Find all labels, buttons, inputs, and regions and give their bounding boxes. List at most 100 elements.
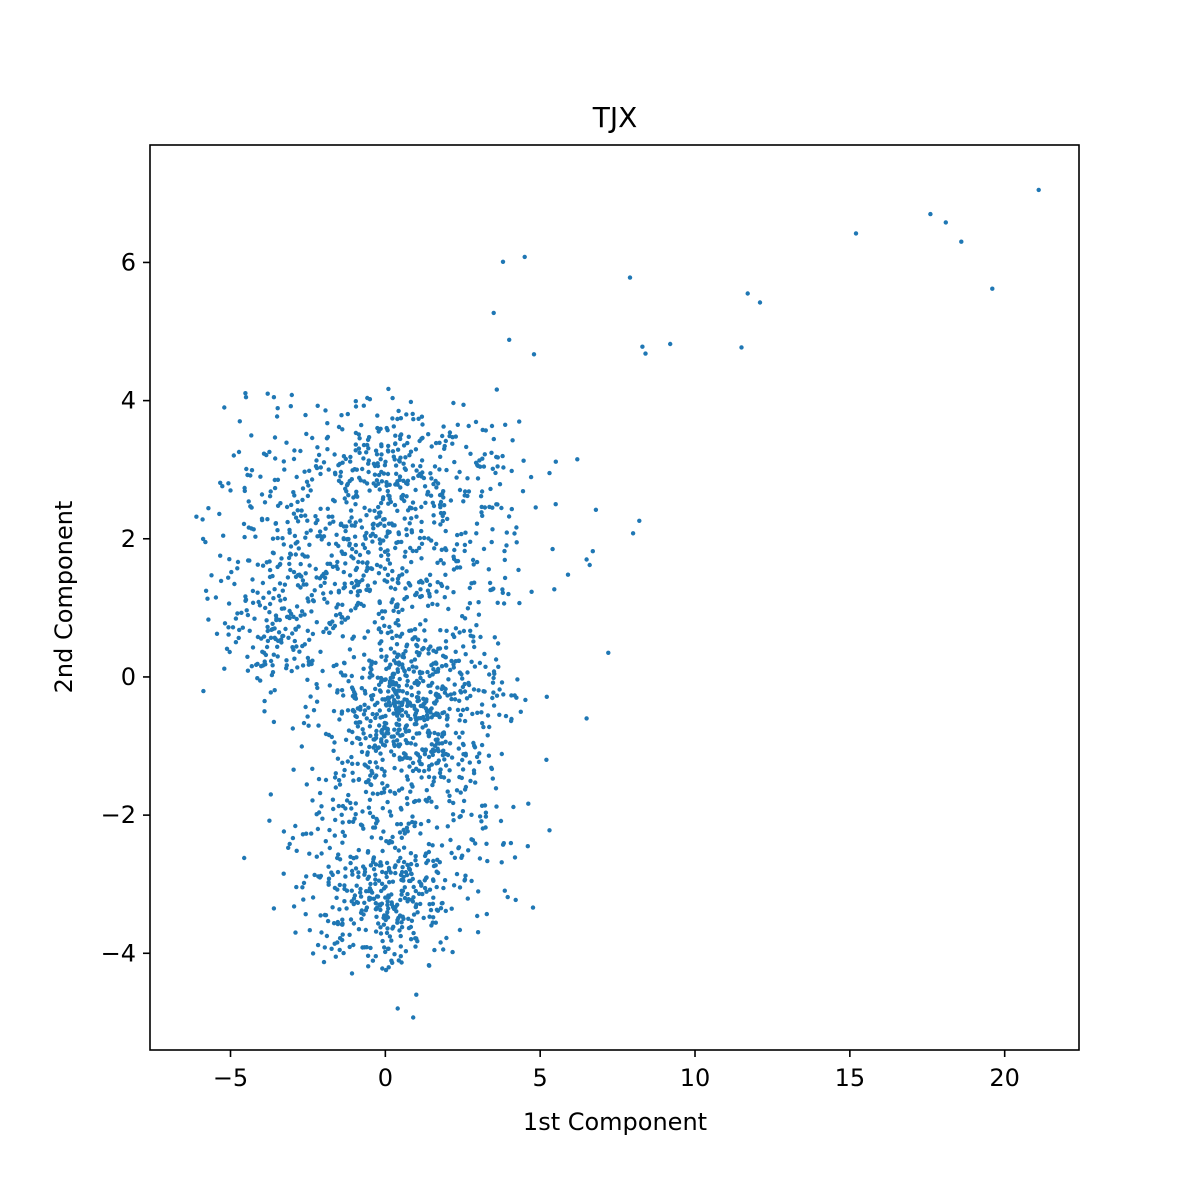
scatter-point	[358, 886, 363, 892]
scatter-point	[437, 770, 443, 776]
scatter-point	[438, 505, 443, 510]
scatter-point	[354, 489, 359, 494]
scatter-point	[242, 855, 247, 861]
scatter-point	[404, 740, 410, 746]
scatter-point	[248, 504, 253, 509]
scatter-point	[445, 824, 450, 829]
scatter-point	[375, 700, 380, 705]
scatter-point	[340, 427, 345, 432]
scatter-point	[354, 714, 359, 720]
scatter-point	[382, 549, 388, 554]
scatter-point	[281, 606, 287, 611]
scatter-point	[393, 586, 398, 592]
scatter-point	[363, 691, 368, 696]
scatter-point	[299, 744, 304, 749]
scatter-point	[362, 872, 367, 877]
scatter-point	[335, 559, 340, 565]
scatter-point	[248, 473, 253, 478]
scatter-point	[413, 715, 418, 720]
scatter-point	[418, 587, 423, 592]
scatter-point	[489, 766, 495, 772]
scatter-point	[360, 466, 365, 472]
scatter-point	[484, 841, 489, 846]
scatter-point	[364, 716, 369, 721]
scatter-point	[343, 737, 349, 742]
scatter-point	[465, 896, 470, 901]
scatter-point	[379, 654, 384, 659]
scatter-point	[368, 665, 373, 670]
scatter-point	[452, 547, 457, 553]
scatter-point	[414, 665, 419, 670]
scatter-point	[361, 442, 367, 448]
scatter-point	[382, 945, 387, 950]
scatter-point	[338, 522, 343, 528]
scatter-point	[424, 788, 429, 793]
scatter-point	[449, 906, 454, 911]
scatter-point	[231, 453, 236, 458]
scatter-point	[346, 493, 351, 498]
scatter-point	[325, 447, 330, 452]
scatter-point	[441, 885, 446, 891]
scatter-point	[386, 443, 391, 449]
scatter-point	[355, 582, 361, 588]
scatter-point	[419, 436, 424, 441]
scatter-point	[350, 636, 355, 641]
scatter-point	[283, 626, 288, 632]
scatter-point	[303, 412, 308, 418]
scatter-point	[366, 964, 371, 969]
scatter-point	[294, 848, 299, 853]
scatter-point	[403, 752, 408, 757]
scatter-point	[391, 711, 396, 716]
scatter-point	[307, 542, 312, 547]
scatter-point	[421, 678, 426, 684]
scatter-point	[436, 749, 441, 754]
scatter-point	[457, 735, 462, 740]
scatter-point	[353, 801, 358, 806]
scatter-point	[218, 578, 224, 584]
scatter-point	[421, 696, 426, 701]
scatter-point	[304, 874, 309, 879]
scatter-point	[990, 286, 995, 291]
scatter-point	[300, 486, 306, 491]
scatter-point	[429, 476, 434, 481]
scatter-point	[413, 944, 418, 949]
scatter-point	[395, 508, 400, 513]
scatter-point	[382, 578, 387, 583]
scatter-point	[414, 936, 419, 941]
scatter-point	[424, 860, 429, 866]
scatter-point	[399, 925, 405, 930]
scatter-point	[267, 818, 272, 823]
scatter-point	[389, 629, 394, 634]
scatter-point	[385, 726, 390, 732]
scatter-point	[451, 883, 457, 888]
scatter-point	[267, 610, 272, 615]
scatter-point	[394, 633, 399, 638]
scatter-point	[395, 695, 401, 700]
scatter-point	[471, 771, 477, 776]
scatter-point	[250, 588, 256, 594]
scatter-point	[407, 628, 412, 633]
scatter-point	[433, 440, 439, 446]
scatter-point	[382, 517, 387, 522]
scatter-point	[476, 688, 481, 693]
scatter-point	[500, 453, 505, 459]
scatter-point	[374, 562, 380, 568]
scatter-point	[453, 626, 459, 631]
scatter-point	[352, 690, 357, 695]
scatter-point	[450, 435, 455, 440]
scatter-point	[252, 616, 257, 621]
scatter-point	[289, 668, 294, 674]
scatter-point	[373, 821, 379, 826]
scatter-point	[429, 663, 434, 668]
scatter-point	[387, 703, 393, 708]
scatter-point	[481, 724, 486, 730]
scatter-point	[514, 540, 519, 545]
scatter-point	[306, 662, 311, 667]
scatter-point	[426, 728, 431, 733]
scatter-point	[455, 532, 460, 538]
scatter-point	[227, 557, 232, 562]
scatter-point	[294, 604, 300, 609]
scatter-point	[464, 696, 470, 701]
scatter-point	[275, 528, 280, 533]
scatter-point	[399, 496, 404, 501]
